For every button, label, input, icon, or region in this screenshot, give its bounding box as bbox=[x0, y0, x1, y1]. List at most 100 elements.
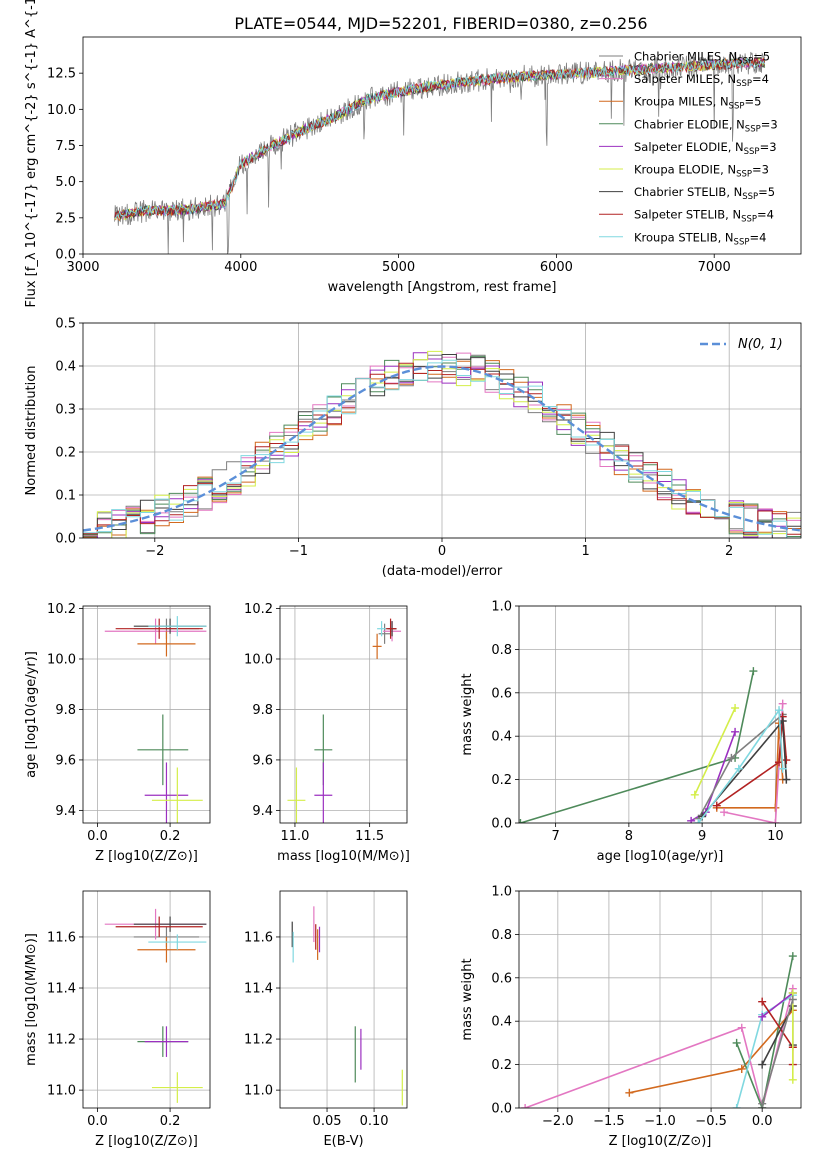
weight_vs_Z-marker bbox=[788, 995, 797, 1004]
weight_vs_age-series bbox=[694, 707, 736, 796]
mass_vs_Z-frame bbox=[82, 890, 211, 1109]
weight_vs_Z-marker bbox=[758, 997, 767, 1006]
residuals-ytick-label: 0.1 bbox=[55, 489, 76, 504]
age_vs_Z-frame bbox=[82, 605, 211, 824]
mass_vs_Z-point bbox=[137, 936, 196, 963]
weight_vs_Z-xtick-label: 0.0 bbox=[752, 1114, 773, 1129]
weight_vs_age-marker bbox=[731, 703, 740, 712]
legend-entry: Kroupa STELIB, NSSP=4 bbox=[634, 230, 766, 247]
mass_vs_ebv-axes: 0.05 0.10 11.0 11.2 11.4 11.6 bbox=[244, 891, 407, 1129]
chart-layer: 3000 4000 5000 6000 70000.02.55.07.510.012.5… bbox=[24, 0, 802, 1149]
spectrum-xtick-label: 4000 bbox=[224, 260, 257, 275]
mass_vs_ebv-ytick-label: 11.2 bbox=[244, 1033, 273, 1048]
age_vs_mass-point bbox=[378, 623, 391, 644]
weight_vs_Z-marker bbox=[788, 1075, 797, 1084]
weight_vs_Z-series bbox=[761, 999, 794, 1104]
residuals-ylabel: Normed distribution bbox=[24, 366, 39, 496]
age_vs_Z-ytick-label: 9.4 bbox=[55, 804, 76, 819]
mass_vs_Z-point bbox=[115, 916, 203, 937]
age_vs_Z-xlabel: Z [log10(Z/Z⊙)] bbox=[95, 849, 198, 864]
spectrum-ytick-label: 5.0 bbox=[55, 175, 76, 190]
weight_vs_Z-series bbox=[735, 994, 794, 1108]
weight_vs_Z-ytick-label: 0.4 bbox=[491, 1015, 512, 1030]
weight_vs_age-axes: 7 8 9 10 0.0 0.2 0.4 0.6 0.8 1.0 bbox=[491, 600, 801, 844]
spectrum-frame bbox=[82, 36, 802, 255]
residuals-xtick-label: −2 bbox=[145, 544, 164, 559]
weight_vs_age-marker bbox=[720, 808, 729, 817]
weight_vs_Z-series bbox=[761, 992, 794, 1018]
residuals-xtick-label: −1 bbox=[289, 544, 308, 559]
residuals-xlabel: (data-model)/error bbox=[382, 564, 503, 579]
weight_vs_age-ytick-label: 0.0 bbox=[491, 817, 512, 832]
weight_vs_Z-series bbox=[524, 988, 794, 1108]
age_vs_Z-ytick-label: 10.0 bbox=[47, 652, 76, 667]
residuals-ytick-label: 0.4 bbox=[55, 360, 76, 375]
weight_vs_Z-ylabel: mass weight bbox=[460, 958, 475, 1040]
weight_vs_Z-marker bbox=[758, 1012, 767, 1021]
mass_vs_Z-axes: 0.0 0.2 11.0 11.2 11.4 11.6 bbox=[47, 891, 210, 1129]
residuals-ytick-label: 0.0 bbox=[55, 532, 76, 547]
mass_vs_Z-point bbox=[148, 934, 207, 950]
weight_vs_Z-marker bbox=[758, 1099, 767, 1108]
residuals-hist bbox=[83, 350, 801, 538]
weight_vs_Z-lines bbox=[521, 952, 797, 1108]
weight_vs_age-ytick-label: 0.4 bbox=[491, 730, 512, 745]
weight_vs_age-ylabel: mass weight bbox=[460, 673, 475, 755]
age_vs_Z-points bbox=[104, 616, 207, 823]
weight_vs_age-xlabel: age [log10(age/yr)] bbox=[597, 849, 724, 864]
legend-entry: Kroupa MILES, NSSP=5 bbox=[634, 95, 761, 112]
age_vs_mass-xtick-label: 11.0 bbox=[280, 829, 309, 844]
figure-title: PLATE=0544, MJD=52201, FIBERID=0380, z=0… bbox=[234, 14, 647, 33]
weight_vs_age-marker bbox=[771, 819, 780, 823]
legend-entry: Chabrier MILES, NSSP=5 bbox=[634, 50, 770, 67]
age_vs_mass-axes: 11.0 11.5 9.4 9.6 9.8 10.0 10.2 bbox=[244, 602, 407, 844]
spectrum-ylabel: Flux [f_λ 10^{-17} erg cm^{-2} s^{-1} A^… bbox=[24, 0, 39, 307]
spectrum-series bbox=[114, 56, 766, 219]
age_vs_mass-frame bbox=[279, 605, 408, 824]
mass_vs_ebv-xlabel: E(B-V) bbox=[323, 1134, 363, 1149]
weight_vs_Z-marker bbox=[625, 1088, 634, 1097]
mass_vs_Z-ytick-label: 11.2 bbox=[47, 1033, 76, 1048]
weight_vs_Z-marker bbox=[732, 1104, 741, 1108]
weight_vs_age-xtick-label: 10 bbox=[767, 829, 784, 844]
residuals-frame bbox=[82, 322, 802, 539]
weight_vs_age-marker bbox=[782, 756, 791, 765]
age_vs_mass-point bbox=[377, 621, 387, 637]
weight_vs_Z-marker bbox=[737, 1064, 746, 1073]
age_vs_Z-ytick-label: 10.2 bbox=[47, 602, 76, 617]
weight_vs_age-marker bbox=[519, 819, 525, 823]
age_vs_Z-point bbox=[137, 714, 189, 786]
spectrum-ytick-label: 10.0 bbox=[47, 103, 76, 118]
weight_vs_Z-ytick-label: 1.0 bbox=[491, 885, 512, 900]
weight_vs_age-ytick-label: 0.6 bbox=[491, 686, 512, 701]
spectrum-xtick-label: 6000 bbox=[540, 260, 573, 275]
weight_vs_Z-marker bbox=[788, 952, 797, 961]
residuals-ytick-label: 0.3 bbox=[55, 403, 76, 418]
weight_vs_age-marker bbox=[782, 775, 791, 784]
spectrum-axes: 3000 4000 5000 6000 7000 0.0 2.5 5.0 7.5 10.0 12.5 bbox=[47, 67, 731, 275]
weight_vs_Z-ytick-label: 0.8 bbox=[491, 928, 512, 943]
residuals-ytick-label: 0.2 bbox=[55, 446, 76, 461]
gaussian-curve bbox=[83, 365, 801, 532]
weight_vs_age-marker bbox=[778, 699, 787, 708]
age_vs_Z-xtick-label: 0.2 bbox=[160, 829, 181, 844]
weight_vs_age-marker bbox=[694, 819, 703, 823]
legend-entry: Salpeter ELODIE, NSSP=3 bbox=[634, 140, 777, 157]
spectrum-ytick-label: 2.5 bbox=[55, 211, 76, 226]
age_vs_mass-point bbox=[372, 633, 382, 659]
weight_vs_Z-series bbox=[735, 955, 794, 1108]
age_vs_Z-point bbox=[144, 762, 189, 823]
weight_vs_age-marker bbox=[727, 753, 736, 762]
mass_vs_ebv-xtick-label: 0.10 bbox=[360, 1114, 389, 1129]
weight_vs_age-ytick-label: 0.2 bbox=[491, 773, 512, 788]
weight_vs_age-ytick-label: 1.0 bbox=[491, 600, 512, 615]
weight_vs_age-marker bbox=[712, 801, 721, 810]
spectrum-ytick-label: 12.5 bbox=[47, 67, 76, 82]
spectrum-xtick-label: 5000 bbox=[382, 260, 415, 275]
weight_vs_Z-xtick-label: −2.0 bbox=[542, 1114, 574, 1129]
weight_vs_age-frame bbox=[518, 605, 802, 824]
weight_vs_Z-marker bbox=[758, 1060, 767, 1069]
residuals-axes: −2 −1 0 1 2 0.0 0.1 0.2 0.3 0.4 0.5 bbox=[55, 317, 801, 559]
age_vs_mass-ytick-label: 9.4 bbox=[252, 804, 273, 819]
